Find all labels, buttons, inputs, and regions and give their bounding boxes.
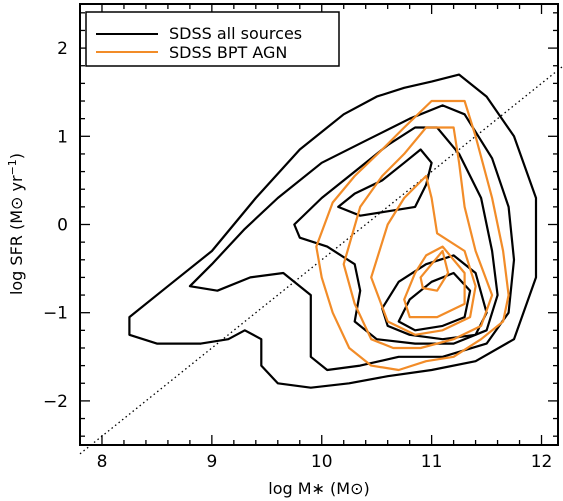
y-axis-title-main: log SFR (M⊙ yr bbox=[7, 175, 26, 295]
legend: SDSS all sources SDSS BPT AGN bbox=[85, 11, 340, 67]
all-sources-contour-6 bbox=[397, 271, 472, 332]
y-axis-title: log SFR (M⊙ yr−1) bbox=[6, 153, 26, 295]
all-sources-contour-2 bbox=[188, 104, 516, 372]
legend-label-all-sources: SDSS all sources bbox=[169, 24, 302, 43]
bpt-agn-contour-2 bbox=[342, 126, 494, 350]
x-tick-label: 11 bbox=[421, 452, 443, 472]
y-axis-title-exponent: −1 bbox=[6, 159, 19, 175]
y-tick-label: 0 bbox=[57, 216, 68, 236]
y-tick-label: −2 bbox=[43, 392, 68, 412]
x-tick-label: 9 bbox=[206, 452, 217, 472]
y-tick-label: −1 bbox=[43, 304, 68, 324]
x-tick-label: 10 bbox=[311, 452, 333, 472]
reference-dotted-line bbox=[79, 65, 563, 455]
all-sources-contour-1 bbox=[128, 73, 538, 389]
bpt-agn-contour-4 bbox=[403, 245, 466, 319]
bpt-agn-contour-3 bbox=[370, 174, 477, 336]
y-axis-title-end: ) bbox=[7, 153, 26, 159]
x-tick-label: 8 bbox=[97, 452, 108, 472]
bpt-agn-contour-5 bbox=[419, 249, 450, 292]
legend-box bbox=[85, 11, 340, 67]
bpt-agn-contour-1 bbox=[315, 99, 510, 372]
all-sources-contour-3 bbox=[293, 126, 499, 345]
x-axis-title: log M∗ (M⊙) bbox=[268, 479, 369, 498]
legend-label-bpt-agn: SDSS BPT AGN bbox=[169, 43, 287, 62]
all-sources-contour-4 bbox=[337, 148, 433, 217]
y-tick-label: 2 bbox=[57, 39, 68, 59]
x-tick-label: 12 bbox=[531, 452, 553, 472]
axis-ticks bbox=[80, 4, 558, 445]
y-tick-label: 1 bbox=[57, 127, 68, 147]
contour-series bbox=[128, 73, 538, 389]
